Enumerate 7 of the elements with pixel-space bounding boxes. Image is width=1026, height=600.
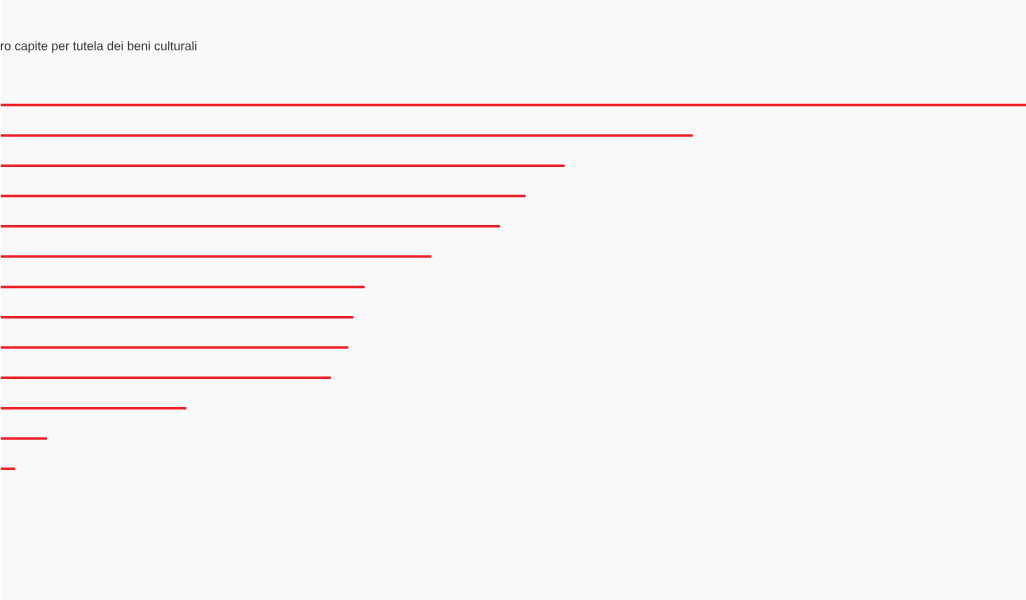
bar [0,437,47,440]
bar [0,164,565,168]
bar [0,346,349,350]
bar [0,255,432,259]
bar [0,134,693,137]
chart-title: ro capite per tutela dei beni culturali [0,41,197,54]
bar [0,225,501,228]
